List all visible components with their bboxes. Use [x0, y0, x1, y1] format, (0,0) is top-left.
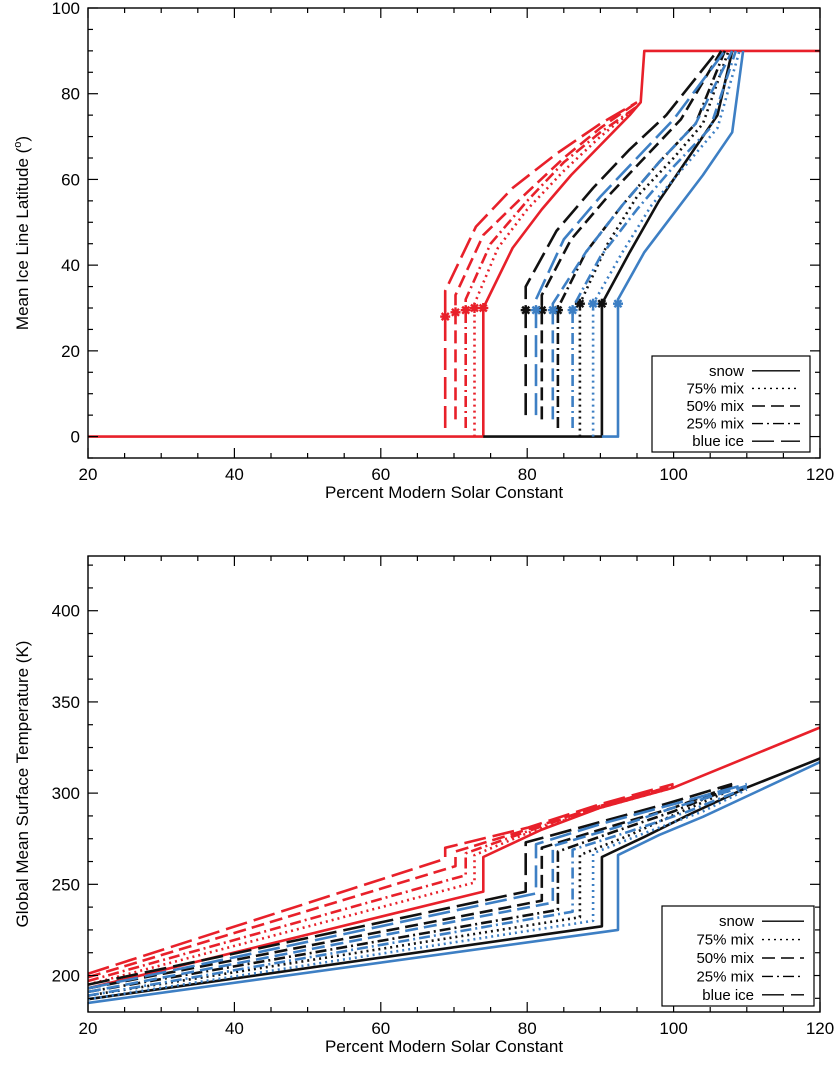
- series-line-blue-longdash: [87, 782, 748, 990]
- series-line-black-dashed: [540, 50, 723, 420]
- transition-marker: [478, 303, 489, 313]
- y-tick-label: 40: [61, 256, 80, 275]
- x-tick-label: 80: [518, 1019, 537, 1038]
- series-line-blue-solid: [87, 760, 821, 1005]
- legend-label: 25% mix: [696, 968, 754, 985]
- transition-marker: [520, 305, 531, 316]
- series-line-red-dashed: [454, 101, 638, 420]
- legend-label: 75% mix: [686, 380, 744, 397]
- y-tick-label: 200: [52, 967, 80, 986]
- transition-marker: [613, 298, 623, 309]
- legend-label: snow: [719, 913, 754, 930]
- transition-marker: [531, 305, 541, 316]
- transition-marker: [460, 305, 471, 316]
- legend-box: [661, 905, 815, 1007]
- series-line-red-solid: [88, 49, 820, 438]
- legend-box: [651, 355, 811, 453]
- y-tick-label: 60: [61, 170, 80, 189]
- y-tick-label: 400: [52, 602, 80, 621]
- series-line-black-dashed: [87, 784, 733, 990]
- legend-label: 25% mix: [686, 416, 744, 433]
- transition-marker: [588, 298, 599, 309]
- y-tick-label: 250: [52, 875, 80, 894]
- series-line-red-dashdot: [464, 105, 638, 428]
- series-line-blue-solid: [601, 50, 745, 438]
- transition-marker: [469, 303, 480, 313]
- series-group: [88, 49, 820, 438]
- series-line-black-longdash: [87, 782, 733, 986]
- series-line-blue-dashed: [87, 784, 748, 994]
- x-tick-label: 80: [518, 465, 537, 484]
- ice-line-panel: 20 40 60 80 100 120 0 20 40 60 80 100 Percent Modern…: [12, 0, 834, 502]
- x-axis-label: Percent Modern Solar Constant: [325, 483, 563, 502]
- series-line-red-dashed: [87, 784, 674, 979]
- y-tick-label: 100: [52, 0, 80, 18]
- series-line-red-longdash: [87, 782, 674, 975]
- x-tick-label: 120: [806, 1019, 834, 1038]
- x-tick-label: 40: [225, 465, 244, 484]
- legend-label: 75% mix: [696, 932, 754, 949]
- y-tick-label: 350: [52, 693, 80, 712]
- legend-label: blue ice: [702, 987, 754, 1004]
- transition-marker: [567, 305, 578, 316]
- series-line-blue-longdash: [534, 50, 726, 416]
- temperature-panel: 20 40 60 80 100 120 200 250 300 350 400 Percent Mod…: [13, 555, 834, 1056]
- series-line-red-dotted: [473, 105, 638, 437]
- x-tick-label: 20: [79, 1019, 98, 1038]
- series-line-black-dotted: [87, 788, 733, 997]
- x-tick-label: 120: [806, 465, 834, 484]
- transition-marker: [450, 307, 461, 318]
- legend-label: 50% mix: [696, 950, 754, 967]
- series-line-black-solid: [483, 50, 734, 438]
- legend-label: 50% mix: [686, 398, 744, 415]
- legend-label: blue ice: [692, 433, 744, 450]
- y-axis-label: Global Mean Surface Temperature (K): [13, 641, 32, 928]
- series-line-blue-dotted: [87, 788, 748, 1001]
- transition-marker: [440, 311, 451, 322]
- x-tick-label: 20: [79, 465, 98, 484]
- y-tick-label: 0: [71, 428, 80, 447]
- series-line-blue-dashdot: [87, 786, 748, 997]
- x-tick-label: 40: [225, 1019, 244, 1038]
- x-tick-label: 100: [659, 1019, 687, 1038]
- legend-label: snow: [709, 363, 744, 380]
- x-tick-label: 60: [371, 465, 390, 484]
- transition-marker: [547, 305, 558, 316]
- y-axis-label: Mean Ice Line Latitude (o): [12, 136, 32, 330]
- series-group: [87, 726, 821, 1005]
- series-line-black-longdash: [524, 50, 719, 416]
- y-tick-label: 20: [61, 342, 80, 361]
- x-axis-label: Percent Modern Solar Constant: [325, 1037, 563, 1056]
- x-tick-label: 100: [659, 465, 687, 484]
- transition-marker: [596, 298, 607, 309]
- series-line-red-longdash: [443, 101, 638, 428]
- x-tick-label: 60: [371, 1019, 390, 1038]
- y-tick-label: 300: [52, 784, 80, 803]
- series-line-red-dashdot: [87, 784, 674, 983]
- y-tick-label: 80: [61, 85, 80, 104]
- series-line-blue-dashed: [551, 50, 734, 420]
